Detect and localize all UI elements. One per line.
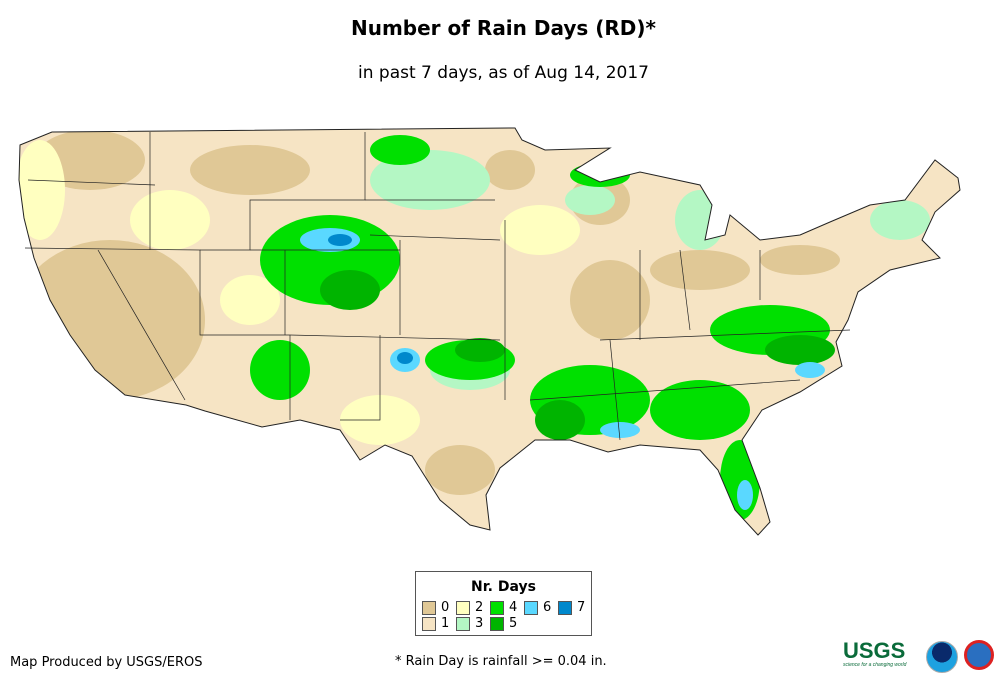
legend-item-7: 7 <box>558 601 585 615</box>
legend-title: Nr. Days <box>471 579 536 595</box>
usgs-logo: USGS science for a changing world <box>843 640 906 669</box>
map-title: Number of Rain Days (RD)* <box>350 16 656 40</box>
legend-item-1: 1 <box>422 617 449 631</box>
rd-7-areas <box>328 234 413 364</box>
state-boundaries <box>24 132 851 441</box>
legend-item-6: 6 <box>524 601 551 615</box>
legend-item-3: 3 <box>456 617 483 631</box>
legend-item-5: 5 <box>490 617 517 631</box>
legend-item-4: 4 <box>490 601 517 615</box>
legend-item-0: 0 <box>422 601 449 615</box>
usgs-tagline: science for a changing world <box>843 662 907 668</box>
credit-text: Map Produced by USGS/EROS <box>10 655 203 670</box>
noaa-logo-icon <box>926 641 958 673</box>
legend-item-2: 2 <box>456 601 483 615</box>
nws-logo-icon <box>964 640 994 670</box>
map-subtitle: in past 7 days, as of Aug 14, 2017 <box>358 63 649 83</box>
legend: Nr. Days 0 1 2 3 4 5 6 7 <box>415 571 592 636</box>
usgs-logo-text: USGS <box>843 638 906 663</box>
conus-map <box>18 127 961 536</box>
rd-5-areas <box>320 270 835 440</box>
footnote: * Rain Day is rainfall >= 0.04 in. <box>395 654 607 669</box>
